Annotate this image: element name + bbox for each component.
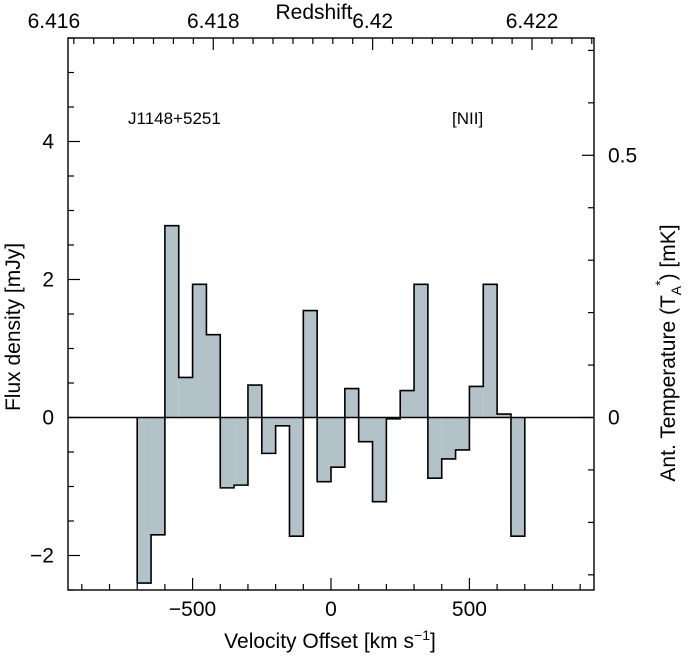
emission-line-label: [NII] <box>452 109 483 128</box>
y-axis-title: Flux density [mJy] <box>2 243 25 411</box>
histogram-bar <box>469 386 484 418</box>
histogram-bar <box>441 417 456 459</box>
y-tick-label: −2 <box>30 545 54 568</box>
right-axis-title: Ant. Temperature (TA*) [mK] <box>652 224 684 481</box>
bar-series <box>137 225 525 584</box>
histogram-bar <box>206 334 221 418</box>
x-axis-title-superscript: −1 <box>414 627 430 643</box>
histogram-bar <box>164 225 179 418</box>
histogram-step-outline <box>136 224 526 584</box>
histogram-bar <box>344 388 359 418</box>
source-name-label: J1148+5251 <box>128 109 221 128</box>
axis-tick-labels: −500 0 500 6.416 6.418 6.42 6.422 −2 0 2 4 0 0.5 <box>28 10 638 621</box>
y-tick-label: 0 <box>42 407 54 430</box>
right-tick-label: 0.5 <box>608 144 637 167</box>
histogram-bar <box>455 417 470 450</box>
axis-ticks <box>68 37 594 591</box>
x-tick-label: 0 <box>325 598 337 621</box>
y-tick-label: 4 <box>42 131 54 154</box>
right-axis-title-superscript: * <box>652 280 668 286</box>
top-tick-label: 6.422 <box>506 10 559 33</box>
histogram-bar <box>261 417 276 454</box>
histogram-bar <box>275 417 290 426</box>
x-tick-label: 500 <box>452 598 487 621</box>
y-tick-label: 2 <box>42 269 54 292</box>
histogram-bar <box>303 310 318 418</box>
right-axis-title-text: Ant. Temperature (T <box>657 295 680 482</box>
right-tick-label: 0 <box>608 407 620 430</box>
top-axis-title: Redshift <box>275 1 352 24</box>
right-axis-title-end: ) [mK] <box>657 224 680 280</box>
histogram-bar <box>414 284 428 418</box>
histogram-bar <box>331 417 345 468</box>
histogram-bar <box>289 417 304 537</box>
top-tick-label: 6.416 <box>28 10 81 33</box>
x-axis-title: Velocity Offset [km s−1] <box>224 627 436 653</box>
histogram-bar <box>358 417 373 442</box>
histogram-bar <box>137 417 152 584</box>
histogram-bar <box>372 417 387 502</box>
top-tick-label: 6.418 <box>187 10 240 33</box>
histogram-bar <box>220 417 235 488</box>
histogram-bar <box>317 417 331 482</box>
histogram-bar <box>497 414 511 418</box>
histogram-bar <box>483 284 498 418</box>
histogram-bar <box>151 417 165 535</box>
histogram-bar <box>192 284 207 418</box>
histogram-bar <box>400 390 415 418</box>
x-axis-title-end: ] <box>430 630 436 653</box>
histogram-bar <box>427 417 442 479</box>
top-tick-label: 6.42 <box>352 10 393 33</box>
x-axis-title-text: Velocity Offset [km s <box>224 630 414 653</box>
histogram-bar <box>510 417 525 537</box>
x-tick-label: −500 <box>169 598 216 621</box>
histogram-bar <box>178 377 193 418</box>
histogram-bar <box>247 385 262 418</box>
histogram-bar <box>234 417 248 486</box>
right-axis-title-subscript: A <box>668 285 684 295</box>
